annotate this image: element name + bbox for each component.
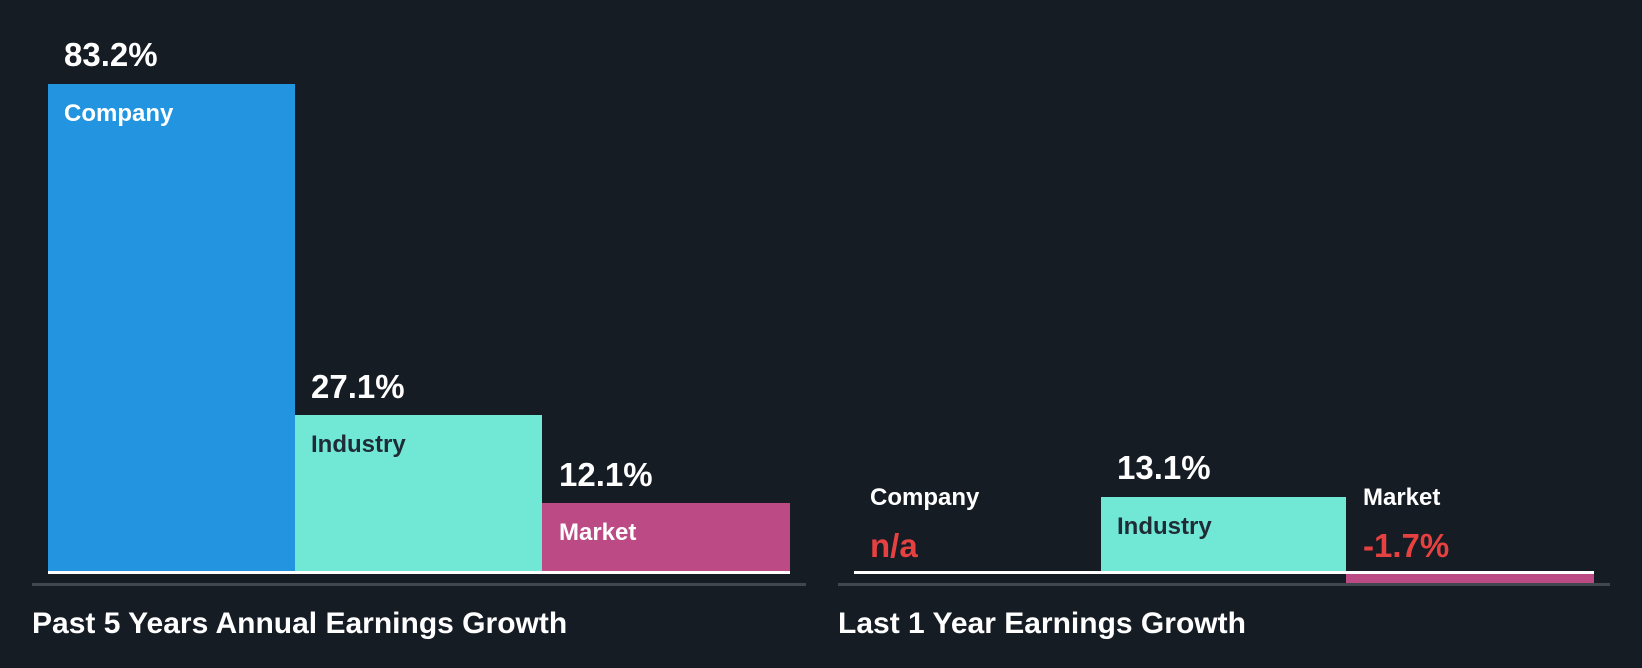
label-company: Company xyxy=(870,484,980,511)
chart-title: Last 1 Year Earnings Growth xyxy=(838,607,1246,640)
value-market: -1.7% xyxy=(1363,527,1450,564)
bar-market xyxy=(1346,573,1594,584)
bar-market xyxy=(542,503,790,573)
bar-industry xyxy=(295,415,542,573)
separator xyxy=(838,583,1610,586)
value-company: n/a xyxy=(870,527,918,564)
value-company: 83.2% xyxy=(64,36,158,73)
label-company: Company xyxy=(64,100,174,127)
value-industry: 13.1% xyxy=(1117,449,1211,486)
label-industry: Industry xyxy=(1117,513,1212,540)
separator xyxy=(32,583,806,586)
baseline xyxy=(854,571,1594,574)
chart-title: Past 5 Years Annual Earnings Growth xyxy=(32,607,568,640)
label-market: Market xyxy=(559,519,637,546)
bar-industry xyxy=(1101,497,1346,573)
label-industry: Industry xyxy=(311,431,406,458)
label-market: Market xyxy=(1363,484,1441,511)
value-industry: 27.1% xyxy=(311,368,405,405)
baseline xyxy=(48,571,790,574)
bar-company xyxy=(48,84,295,573)
value-market: 12.1% xyxy=(559,456,653,493)
